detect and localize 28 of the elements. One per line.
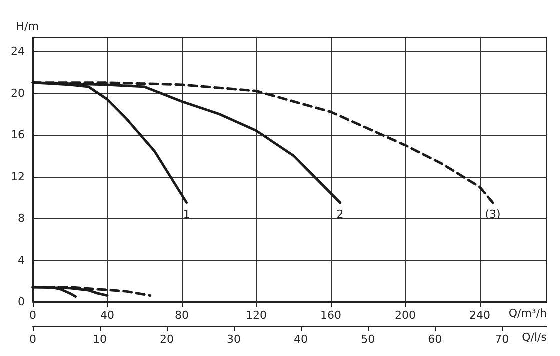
x2-tick-label: 70: [495, 333, 510, 346]
x2-tick-label: 30: [227, 333, 242, 346]
y-tick-label: 12: [10, 170, 25, 184]
y-tick-label: 20: [10, 86, 25, 100]
x2-tick-label: 10: [93, 333, 108, 346]
series-label: 2: [336, 208, 344, 221]
x-tick-label: 0: [29, 309, 36, 322]
y-tick-label: 24: [10, 45, 25, 58]
x2-tick-label: 60: [428, 333, 442, 346]
x-tick-label: 120: [246, 309, 267, 322]
y-tick-label: 16: [10, 128, 25, 142]
x-tick-label: 240: [469, 309, 490, 322]
x2-axis-title: Q/l/s: [522, 331, 548, 344]
y-tick-label: 0: [18, 296, 25, 308]
x2-tick-label: 0: [29, 333, 36, 346]
y-tick-label: 4: [18, 254, 25, 267]
x2-tick-label: 40: [294, 333, 308, 346]
y-tick-label: 8: [18, 212, 25, 226]
y-axis-title: H/m: [16, 20, 39, 33]
x-tick-label: 160: [320, 309, 342, 322]
x2-tick-label: 50: [361, 333, 376, 346]
series-label: (3): [485, 208, 501, 221]
x-tick-label: 40: [100, 309, 114, 322]
series-label: 1: [183, 208, 190, 221]
x-axis-title: Q/m³/h: [508, 307, 548, 320]
x-tick-label: 80: [174, 309, 189, 322]
x-tick-label: 200: [394, 309, 416, 322]
x2-tick-label: 20: [160, 333, 174, 346]
